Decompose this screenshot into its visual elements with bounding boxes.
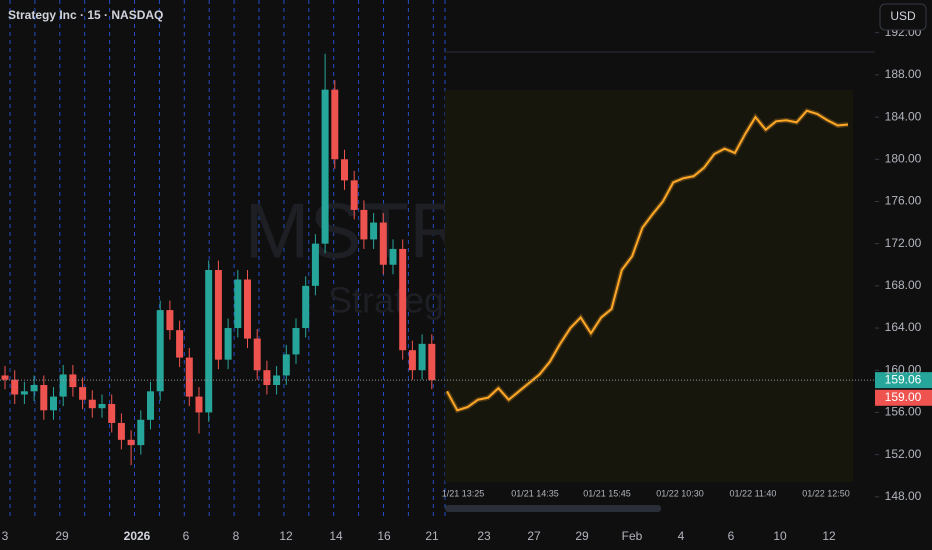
candle-body	[205, 270, 213, 413]
candle-body	[331, 89, 339, 160]
price-axis: 159.06 159.00 148.00 152.00 156.00 160.00 164.…	[875, 25, 932, 503]
candle-body	[137, 419, 145, 446]
candle-body	[69, 374, 77, 388]
candle-body	[176, 330, 184, 358]
candle-body	[263, 370, 271, 385]
candle-body	[408, 350, 416, 371]
candle-body	[360, 209, 368, 240]
x-tick-label: 2026	[124, 529, 151, 543]
y-tick-label: 180.00	[885, 151, 922, 165]
y-tick-label: 172.00	[885, 236, 922, 250]
x-tick-label: 12	[279, 529, 293, 543]
candle-body	[147, 391, 154, 420]
session-breaks	[9, 0, 446, 520]
candle-body	[321, 89, 329, 244]
scrollbar[interactable]	[445, 505, 661, 512]
x-tick-label: 6	[183, 529, 190, 543]
candle-body	[195, 396, 203, 413]
x-tick-label: 16	[377, 529, 391, 543]
candle-body	[428, 343, 436, 381]
candle-body	[59, 374, 67, 397]
x-tick-label: Feb	[622, 529, 643, 543]
forecast-time-label: 01/22 10:30	[656, 488, 704, 498]
candle-body	[214, 270, 222, 360]
candle-body	[185, 357, 193, 397]
forecast-time-label: 01/22 12:50	[802, 488, 850, 498]
forecast-area	[445, 90, 853, 482]
x-tick-label: 3	[2, 529, 9, 543]
candle-body	[302, 285, 310, 329]
candle-body	[88, 399, 96, 409]
x-tick-label: 29	[55, 529, 69, 543]
candle-body	[1, 375, 9, 380]
candles	[1, 53, 436, 466]
candle-body	[418, 343, 426, 371]
forecast-time-label: 1/21 13:25	[442, 488, 485, 498]
price-tag	[875, 389, 932, 406]
candle-body	[379, 222, 387, 265]
candle-body	[108, 403, 116, 423]
candle-body	[350, 180, 358, 210]
x-tick-label: 4	[678, 529, 685, 543]
candle-body	[30, 384, 38, 392]
forecast: 1/21 13:25 01/21 14:35 01/21 15:45 01/22 10…	[442, 107, 850, 498]
x-tick-label: 23	[477, 529, 491, 543]
x-tick-label: 29	[575, 529, 589, 543]
x-tick-label: 8	[233, 529, 240, 543]
chart-title: Strategy Inc · 15 · NASDAQ	[8, 8, 163, 22]
candle-body	[79, 387, 87, 400]
candle-body	[117, 422, 125, 440]
x-tick-label: 10	[773, 529, 787, 543]
y-tick-label: 168.00	[885, 278, 922, 292]
y-tick-label: 184.00	[885, 109, 922, 123]
candle-body	[224, 328, 232, 360]
candle-body	[399, 248, 407, 351]
price-tag-label: 159.06	[885, 372, 922, 386]
candle-body	[11, 379, 19, 395]
forecast-time-label: 01/22 11:40	[730, 488, 777, 498]
candle-body	[282, 354, 290, 376]
time-axis: 3 29 2026 6 8 12 14 16 21 23 27 29 Feb 4 6 10 12	[2, 529, 836, 543]
y-tick-label: 148.00	[885, 489, 922, 503]
candle-body	[166, 310, 174, 331]
forecast-line	[446, 109, 849, 412]
candle-body	[40, 384, 48, 411]
x-tick-label: 12	[822, 529, 836, 543]
currency-label[interactable]: USD	[890, 9, 916, 23]
candle-body	[292, 328, 300, 355]
forecast-panel	[445, 90, 853, 512]
candle-body	[389, 248, 397, 265]
candle-body	[234, 279, 242, 329]
candle-body	[341, 159, 348, 181]
y-tick-label: 176.00	[885, 194, 922, 208]
watermark-name: Strategy	[328, 280, 462, 321]
y-tick-label: 152.00	[885, 447, 922, 461]
price-tag	[875, 372, 932, 389]
forecast-time-label: 01/21 15:45	[583, 488, 631, 498]
x-tick-label: 14	[329, 529, 343, 543]
y-tick-label: 160.00	[885, 362, 922, 376]
y-tick-label: 164.00	[885, 320, 922, 334]
x-tick-label: 21	[425, 529, 439, 543]
candle-body	[127, 439, 135, 446]
candle-body	[20, 391, 28, 395]
y-tick-label: 188.00	[885, 67, 922, 81]
candle-body	[50, 396, 57, 411]
x-tick-label: 6	[728, 529, 735, 543]
currency-button[interactable]	[879, 3, 927, 31]
y-tick-label: 156.00	[885, 405, 922, 419]
x-tick-label: 27	[527, 529, 541, 543]
candle-body	[370, 222, 378, 240]
candle-body	[311, 243, 319, 286]
candle-body	[156, 310, 164, 392]
candle-body	[244, 279, 251, 339]
candle-body	[98, 403, 106, 409]
candle-body	[253, 338, 261, 371]
forecast-time-label: 01/21 14:35	[511, 488, 559, 498]
price-tag-label: 159.00	[885, 390, 922, 404]
